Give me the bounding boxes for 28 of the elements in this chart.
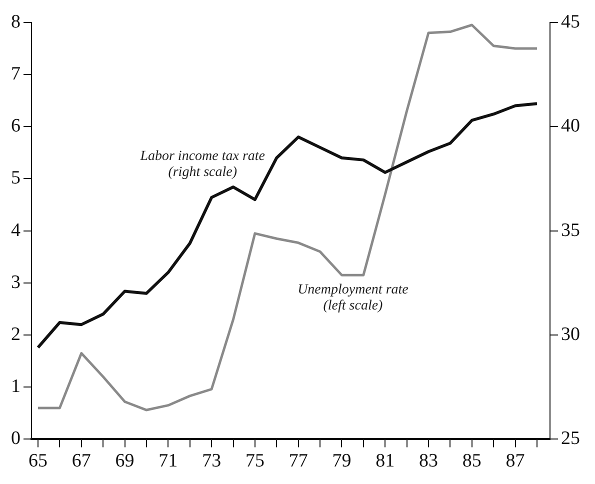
y-tick-label: 6 <box>11 116 20 137</box>
x-tick-label: 67 <box>72 450 91 472</box>
y2-tick-label: 35 <box>561 220 580 241</box>
series-label: Unemployment rate (left scale) <box>298 282 408 314</box>
x-tick-label: 79 <box>332 450 352 472</box>
x-tick-label: 69 <box>115 450 134 472</box>
y2-tick-label: 25 <box>561 428 580 450</box>
x-tick-label: 75 <box>245 450 264 472</box>
y2-tick-label: 30 <box>561 324 580 345</box>
y-tick-label: 5 <box>11 168 20 189</box>
y-tick-label: 7 <box>11 63 20 84</box>
series-label: Labor income tax rate (right scale) <box>139 148 266 180</box>
x-tick-label: 65 <box>28 450 48 472</box>
x-tick-label: 77 <box>288 450 308 472</box>
y-tick-label: 3 <box>11 272 20 293</box>
y2-tick-label: 45 <box>561 11 580 32</box>
y-tick-label: 4 <box>11 220 21 241</box>
y2-tick-label: 40 <box>561 116 580 137</box>
y-tick-label: 2 <box>11 324 20 345</box>
y-tick-label: 0 <box>11 428 20 450</box>
x-tick-label: 81 <box>376 450 395 472</box>
x-tick-label: 71 <box>158 450 178 472</box>
y-tick-label: 8 <box>11 11 20 32</box>
y-tick-label: 1 <box>11 376 20 398</box>
x-tick-label: 83 <box>419 450 438 472</box>
x-tick-label: 87 <box>506 450 525 472</box>
x-tick-label: 85 <box>462 450 482 472</box>
x-tick-label: 73 <box>202 450 222 472</box>
